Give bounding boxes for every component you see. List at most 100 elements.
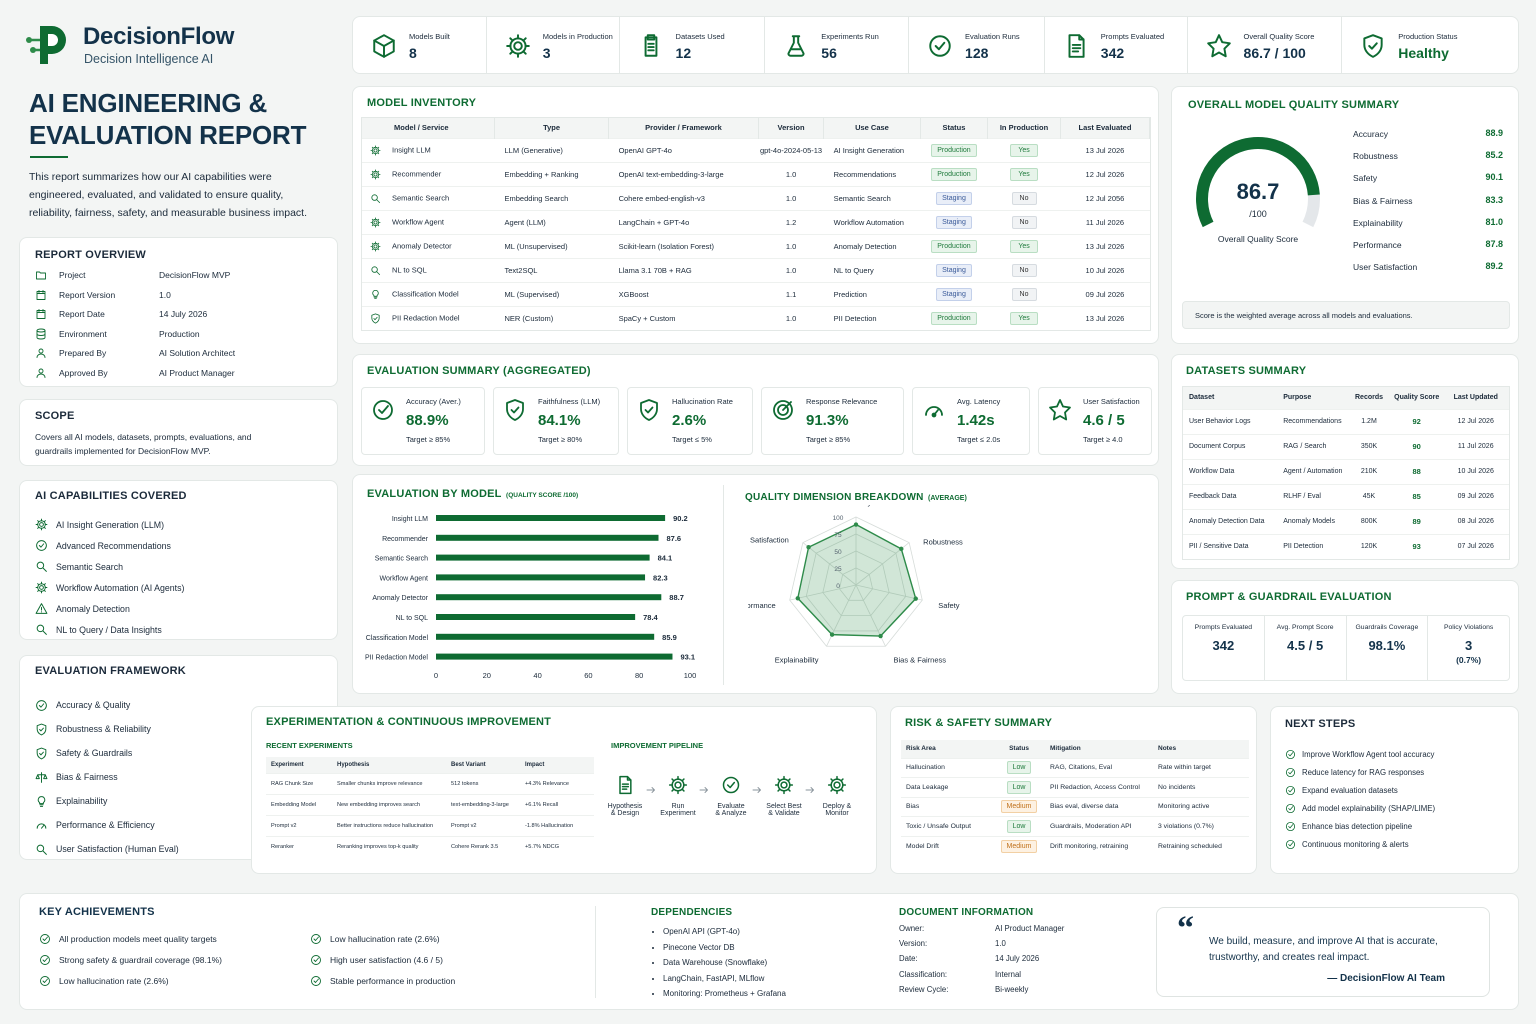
report-overview-title: REPORT OVERVIEW xyxy=(35,249,146,261)
kpi-item: Production Status Healthy xyxy=(1341,17,1518,73)
quality-metric-value: 87.8 xyxy=(1485,238,1503,249)
inventory-cell: Workflow Automation xyxy=(823,209,921,234)
achievement-label: Stable performance in production xyxy=(330,975,456,986)
overview-icon-wrap xyxy=(35,367,47,379)
inventory-cell-text: 12 Jul 2056 xyxy=(1085,193,1125,203)
overview-icon-wrap xyxy=(35,347,47,359)
bar xyxy=(436,515,666,521)
inventory-cell-text: 1.1 xyxy=(785,289,797,299)
next-step-label: Improve Workflow Agent tool accuracy xyxy=(1302,749,1435,759)
quality-metric-label: Performance xyxy=(1353,239,1402,250)
dataset-row: Feedback Data RLHF / Eval 45K 85 09 Jul 2026 xyxy=(1183,483,1509,509)
experiment-row: RAG Chunk Size Smaller chunks improve rel… xyxy=(266,772,594,794)
inventory-cell: AI Insight Generation xyxy=(823,137,921,162)
check-circle-icon xyxy=(373,400,393,420)
inventory-cell: Staging xyxy=(920,185,988,210)
eval-metric-value: 91.3% xyxy=(806,412,849,429)
overview-value: 1.0 xyxy=(159,289,171,300)
bar-axis-tick: 40 xyxy=(533,671,541,680)
dataset-cell: Anomaly Detection Data xyxy=(1183,508,1278,534)
inventory-cell: 1.1 xyxy=(758,281,824,306)
risk-cell-text: Bias xyxy=(906,803,920,811)
pipeline-step-label-2: Monitor xyxy=(825,810,849,817)
inventory-cell: Classification Model xyxy=(362,281,495,306)
list-icon-wrap xyxy=(35,723,48,736)
list-item: Advanced Recommendations xyxy=(35,535,184,556)
eval-metric-value: 84.1% xyxy=(538,412,581,429)
inventory-cell: Embedding Search xyxy=(494,185,609,210)
gear-icon xyxy=(370,169,381,179)
inventory-cell: 11 Jul 2026 xyxy=(1060,209,1150,234)
model-name: Workflow Agent xyxy=(392,216,444,226)
achievement-label: All production models meet quality targe… xyxy=(59,933,217,944)
kpi-value: 3 xyxy=(542,45,551,61)
bar xyxy=(436,594,662,601)
eval-metric-card: User Satisfaction 4.6 / 5 Target ≥ 4.0 xyxy=(1038,387,1152,455)
bar xyxy=(436,633,655,640)
datasets-table: Dataset Purpose Records Quality Score Last U… xyxy=(1183,387,1509,559)
dataset-cell: 93 xyxy=(1390,533,1443,559)
bar-axis-tick: 80 xyxy=(635,671,643,680)
flask-icon xyxy=(787,35,805,57)
status-pill: Production xyxy=(931,311,977,325)
inventory-cell: Recommendations xyxy=(823,161,921,186)
dataset-cell: 08 Jul 2026 xyxy=(1442,508,1509,534)
bar-value-label: 87.6 xyxy=(667,534,682,543)
risk-header-cell: Status xyxy=(993,740,1045,758)
eval-summary-row: Accuracy (Aver.) 88.9% Target ≥ 85% Faithfu… xyxy=(361,387,1153,455)
gear-icon xyxy=(774,775,794,795)
quality-metric-value: 90.1 xyxy=(1485,172,1503,183)
experiments-header-cell: Hypothesis xyxy=(332,757,446,773)
bar-axis-tick: 100 xyxy=(684,671,697,680)
risk-cell: 3 violations (0.7%) xyxy=(1153,816,1249,836)
kpi-value: 86.7 / 100 xyxy=(1243,45,1306,61)
experiment-row: Reranker Reranking improves top-k quality… xyxy=(266,835,594,857)
risk-cell: Monitoring active xyxy=(1153,796,1249,817)
inventory-cell: NL to SQL xyxy=(362,257,495,282)
experiment-cell: RAG Chunk Size xyxy=(266,772,332,794)
kpi-icon-wrap xyxy=(1360,33,1386,59)
kpi-item: Models Built 8 xyxy=(353,17,486,73)
inventory-cell-text: OpenAI GPT-4o xyxy=(618,145,672,155)
inventory-cell: Staging xyxy=(920,209,988,234)
radar-point xyxy=(795,596,800,601)
risk-cell: Low xyxy=(993,816,1045,836)
radar-chart-title: QUALITY DIMENSION BREAKDOWN (AVERAGE) xyxy=(745,487,967,505)
radar-series xyxy=(797,523,917,637)
model-inventory-header-row: Model / Service Type Provider / Framework V… xyxy=(362,118,1151,138)
inventory-cell: Insight LLM xyxy=(362,137,495,162)
datasets-header-cell: Quality Score xyxy=(1390,387,1443,409)
model-icon-wrap xyxy=(370,265,392,276)
overview-icon-wrap xyxy=(35,269,47,281)
user-icon xyxy=(36,368,46,378)
radar-tick-label: 25 xyxy=(834,566,842,573)
logo-mark-icon xyxy=(26,26,66,64)
eval-metric-target: Target ≥ 85% xyxy=(806,435,851,444)
eval-metric-card: Response Relevance 91.3% Target ≥ 85% xyxy=(761,387,904,455)
eval-metric-label: Faithfulness (LLM) xyxy=(538,397,601,406)
list-item: Explainability xyxy=(35,789,179,813)
docinfo-value: AI Product Manager xyxy=(995,924,1065,933)
user-icon xyxy=(36,348,46,358)
kpi-strip: Models Built 8 Models in Production 3 Datase… xyxy=(352,16,1519,74)
risk-cell: Drift monitoring, retraining xyxy=(1045,835,1153,856)
risk-cell: Low xyxy=(993,777,1045,797)
arrow-right-icon xyxy=(699,786,708,793)
dependency-item: LangChain, FastAPI, MLflow xyxy=(663,971,786,987)
dataset-cell: 92 xyxy=(1390,408,1443,434)
risk-cell-text: Retraining scheduled xyxy=(1158,842,1222,850)
check-icon-wrap xyxy=(39,975,51,987)
eval-metric-label: Hallucination Rate xyxy=(672,397,733,406)
inventory-row: Recommender Embedding + Ranking OpenAI tex… xyxy=(362,161,1150,186)
check-icon-wrap xyxy=(310,954,322,966)
in-production-pill: Yes xyxy=(1010,239,1038,253)
quality-summary-card: OVERALL MODEL QUALITY SUMMARY 86.7 /100 … xyxy=(1171,86,1519,344)
bar xyxy=(436,614,636,620)
inventory-cell: Production xyxy=(920,161,988,186)
dataset-row: Anomaly Detection Data Anomaly Models 800K… xyxy=(1183,508,1509,534)
inventory-cell-text: 13 Jul 2026 xyxy=(1085,313,1125,323)
experiment-cell: Prompt v2 xyxy=(266,814,332,836)
achievement-item: Low hallucination rate (2.6%) xyxy=(310,928,455,949)
inventory-row: NL to SQL Text2SQL Llama 3.1 70B + RAG 1.0 N… xyxy=(362,257,1150,282)
model-icon-wrap xyxy=(370,145,392,156)
